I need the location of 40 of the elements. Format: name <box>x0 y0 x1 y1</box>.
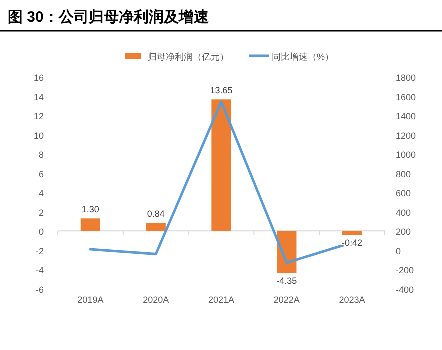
y-tick-label: 2 <box>38 208 44 218</box>
y-tick-label: 0 <box>38 227 44 238</box>
y-tick-label: -4 <box>36 266 44 276</box>
x-tick-label: 2022A <box>274 295 300 305</box>
y2-tick-label: 800 <box>396 169 412 180</box>
y2-tick-label: 1000 <box>396 150 416 160</box>
y-tick-label: -6 <box>36 285 44 295</box>
x-tick-label: 2023A <box>339 295 366 305</box>
y-tick-label: 14 <box>34 92 44 102</box>
y2-tick-label: 600 <box>396 188 412 199</box>
y2-tick-label: 1600 <box>396 92 416 102</box>
y2-tick-label: 1200 <box>396 130 416 141</box>
data-label: -4.35 <box>276 276 298 286</box>
x-tick-label: 2021A <box>208 295 235 305</box>
x-tick-label: 2020A <box>143 295 170 305</box>
bar <box>80 218 101 232</box>
y-tick-label: 16 <box>34 73 44 83</box>
y-tick-label: 12 <box>34 112 44 122</box>
y2-tick-label: -200 <box>396 266 414 276</box>
y2-tick-label: 0 <box>396 246 402 256</box>
data-label: 13.65 <box>210 86 233 96</box>
y-tick-label: 6 <box>38 169 44 180</box>
y-tick-label: -2 <box>36 246 44 256</box>
y2-tick-label: 400 <box>396 208 412 218</box>
y-tick-label: 4 <box>38 188 44 199</box>
y-tick-label: 8 <box>38 150 44 160</box>
x-tick-label: 2019A <box>78 295 104 305</box>
y2-tick-label: 200 <box>396 227 412 238</box>
chart-title: 图 30：公司归母净利润及增速 <box>8 8 210 26</box>
y2-tick-label: 1400 <box>396 112 416 122</box>
bar <box>146 223 166 232</box>
bar <box>342 231 362 236</box>
data-label: 0.84 <box>147 209 165 220</box>
legend-label: 归母净利润（亿元） <box>148 52 229 62</box>
legend-label: 同比增速（%） <box>272 52 334 62</box>
bar <box>212 100 232 232</box>
data-label: 1.30 <box>82 204 100 215</box>
y2-tick-label: -400 <box>396 285 414 295</box>
y2-tick-label: 1800 <box>396 73 416 83</box>
y-tick-label: 10 <box>34 130 44 141</box>
